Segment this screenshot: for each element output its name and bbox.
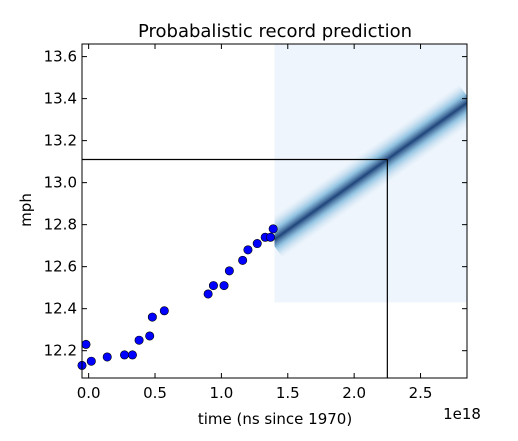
y-tick-label: 12.2: [44, 342, 77, 360]
y-tick-label: 13.6: [44, 48, 77, 66]
y-axis-label: mph: [17, 193, 35, 227]
data-point: [219, 281, 229, 291]
x-tick-label: 2.5: [409, 384, 433, 402]
data-point: [238, 255, 248, 265]
data-point: [86, 356, 96, 366]
data-point: [145, 331, 155, 341]
x-axis-label: time (ns since 1970): [198, 410, 352, 428]
y-tick-label: 13.2: [44, 132, 77, 150]
x-tick-label: 2.0: [342, 384, 366, 402]
y-tick-label: 13.4: [44, 90, 77, 108]
data-point: [268, 224, 278, 234]
data-point: [81, 339, 91, 349]
plot-frame: [81, 43, 468, 379]
prediction-heatmap: [274, 44, 467, 303]
data-point: [203, 289, 213, 299]
data-points: [77, 224, 278, 370]
reference-lines: [82, 158, 388, 378]
data-point: [134, 335, 144, 345]
data-point: [119, 350, 129, 360]
x-axis-ticks: 0.0 0.5 1.0 1.5 2.0 2.5: [77, 44, 433, 402]
data-point: [208, 281, 218, 291]
prediction-band: [274, 84, 467, 258]
x-tick-label: 0.0: [77, 384, 101, 402]
data-point: [147, 312, 157, 322]
y-axis-ticks: 12.2 12.4 12.6 12.8 13.0 13.2 13.4 13.6: [44, 48, 467, 360]
data-point: [224, 266, 234, 276]
y-tick-label: 13.0: [44, 174, 77, 192]
data-point: [159, 306, 169, 316]
x-tick-label: 1.0: [209, 384, 233, 402]
chart-title: Probabalistic record prediction: [138, 21, 412, 42]
data-point: [127, 350, 137, 360]
y-tick-label: 12.6: [44, 258, 77, 276]
x-tick-label: 1.5: [276, 384, 300, 402]
data-point: [266, 232, 276, 242]
data-point: [252, 239, 262, 249]
x-tick-label: 0.5: [143, 384, 167, 402]
x-axis-offset-label: 1e18: [443, 405, 481, 423]
data-point: [102, 352, 112, 362]
y-tick-label: 12.4: [44, 300, 77, 318]
y-tick-label: 12.8: [44, 216, 77, 234]
data-point: [243, 245, 253, 255]
